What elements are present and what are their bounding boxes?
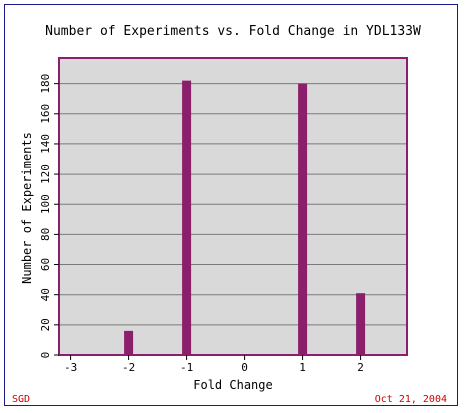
y-tick-label: 120 [39,164,52,184]
x-tick-label: 2 [357,361,364,374]
x-tick-label: -2 [122,361,135,374]
x-tick-label: -3 [64,361,77,374]
bars-group [124,80,366,356]
y-ticks: 0 20 40 60 80 100 120 140 160 180 [39,74,59,359]
chart-title: Number of Experiments vs. Fold Change in… [45,24,421,39]
bar-fold-neg2 [124,330,134,355]
x-ticks: -3 -2 -1 0 1 2 [64,355,364,374]
bar-fold-2 [356,293,366,355]
x-tick-label: -1 [180,361,193,374]
plot-border [58,57,408,356]
y-axis-label: Number of Experiments [20,132,34,284]
plot-area [59,58,407,355]
grid-lines [59,83,407,326]
y-tick-label: 100 [39,194,52,214]
y-tick-label: 80 [39,228,52,241]
y-tick-label: 0 [39,352,52,359]
y-tick-label: 160 [39,104,52,124]
footer-source: SGD [12,394,30,405]
x-tick-label: 0 [241,361,248,374]
x-axis-label: Fold Change [193,378,272,392]
y-tick-label: 60 [39,258,52,271]
bar-fold-neg1 [182,80,192,356]
footer-date: Oct 21, 2004 [375,394,447,405]
y-tick-label: 180 [39,74,52,94]
y-tick-label: 40 [39,288,52,301]
bar-fold-1 [298,83,308,355]
y-tick-label: 140 [39,134,52,154]
y-tick-label: 20 [39,318,52,331]
x-tick-label: 1 [299,361,306,374]
